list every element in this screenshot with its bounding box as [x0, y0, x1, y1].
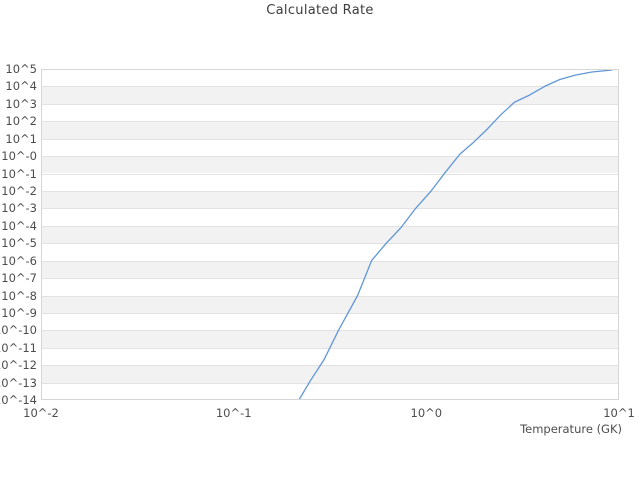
- grid-band: [41, 260, 619, 278]
- grid-band: [41, 295, 619, 313]
- gridline: [41, 330, 619, 332]
- x-tick-label: 10^1: [603, 406, 635, 420]
- y-tick-label: 10^-7: [1, 271, 37, 286]
- y-tick-label: 10^-0: [1, 149, 37, 164]
- y-tick-label: 10^-14: [0, 393, 37, 407]
- grid-band: [41, 330, 619, 348]
- y-tick-label: 10^2: [5, 114, 37, 129]
- gridline: [41, 312, 619, 314]
- x-tick-label: 10^-1: [215, 406, 252, 420]
- series-svg: [298, 69, 613, 400]
- gridline: [41, 243, 619, 245]
- gridline: [41, 225, 619, 227]
- y-tick-label: 10^-3: [1, 201, 37, 216]
- gridline: [41, 278, 619, 280]
- y-tick-label: 10^-6: [1, 253, 37, 268]
- y-tick-label: 10^-1: [1, 166, 37, 181]
- grid-band: [41, 225, 619, 244]
- y-tick-label: 10^3: [5, 96, 37, 111]
- grid-band: [41, 86, 619, 104]
- gridline: [41, 208, 619, 210]
- y-tick-label: 10^-4: [1, 218, 37, 233]
- gridline: [41, 190, 619, 192]
- chart-title: Calculated Rate: [266, 3, 374, 18]
- gridline: [41, 173, 619, 175]
- gridline: [41, 86, 619, 88]
- y-tick-label: 10^-2: [1, 183, 37, 198]
- gridline: [41, 365, 619, 367]
- gridline: [41, 138, 619, 140]
- y-tick-label: 10^-8: [1, 288, 37, 303]
- y-tick-label: 10^5: [5, 62, 37, 76]
- y-tick-label: 10^-5: [1, 236, 37, 251]
- gridline: [41, 103, 619, 105]
- rate-curve: [298, 69, 613, 400]
- y-tick-label: 10^-11: [0, 340, 37, 355]
- y-tick-label: 10^1: [5, 131, 37, 146]
- y-tick-label: 10^-10: [0, 323, 37, 338]
- grid-band: [41, 365, 619, 383]
- gridline: [41, 295, 619, 297]
- y-tick-label: 10^-13: [0, 375, 37, 390]
- y-tick-label: 10^-9: [1, 305, 37, 320]
- grid-band: [41, 156, 619, 174]
- plot-area: [41, 69, 619, 400]
- y-tick-label: 10^-12: [0, 358, 37, 373]
- grid-band: [41, 190, 619, 209]
- gridline: [41, 382, 619, 384]
- x-tick-label: 10^-2: [23, 406, 59, 420]
- gridline: [41, 260, 619, 262]
- x-axis-title: Temperature (GK): [520, 422, 622, 436]
- x-tick-label: 10^0: [410, 406, 443, 420]
- y-tick-label: 10^4: [5, 79, 37, 94]
- gridline: [41, 156, 619, 158]
- gridline: [41, 121, 619, 123]
- grid-band: [41, 121, 619, 139]
